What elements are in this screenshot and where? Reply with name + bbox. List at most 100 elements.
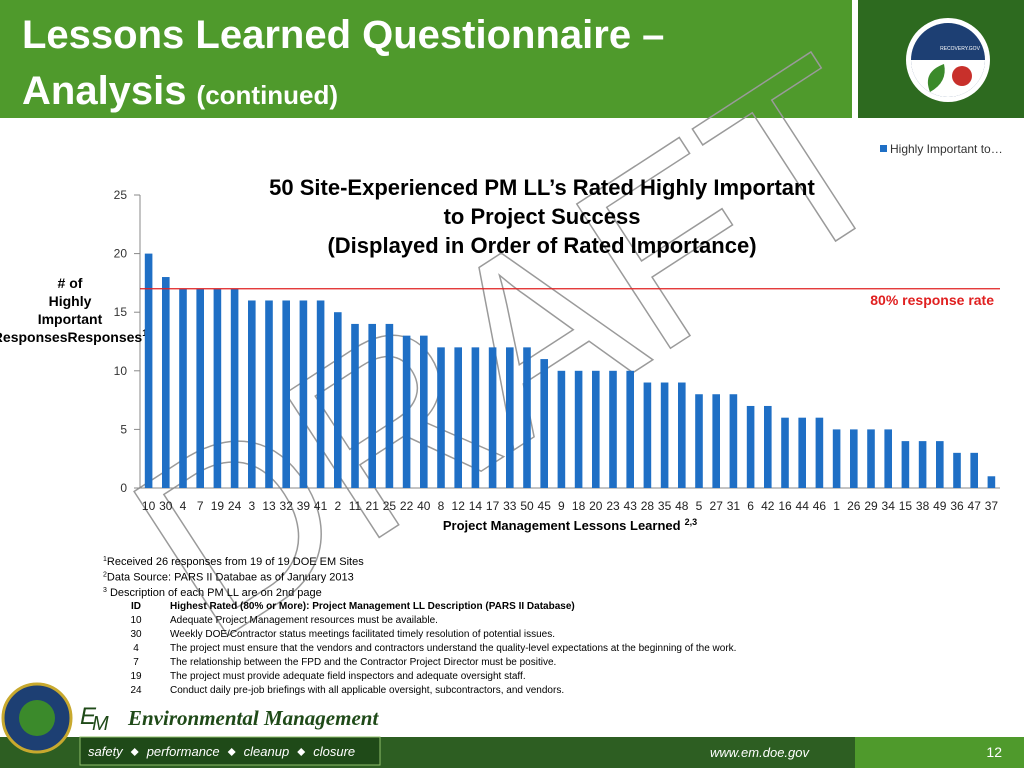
- y-axis-label: Important: [38, 311, 103, 327]
- motto-separator: [297, 748, 306, 756]
- reference-label: 80% response rate: [870, 292, 994, 308]
- x-tick-label: 25: [383, 499, 397, 513]
- bar: [574, 370, 583, 488]
- x-tick-label: 41: [314, 499, 328, 513]
- bar: [970, 452, 978, 488]
- motto-separator: [130, 748, 139, 756]
- bar: [248, 300, 256, 488]
- table-description: Conduct daily pre-job briefings with all…: [170, 685, 564, 696]
- x-tick-label: 44: [796, 499, 810, 513]
- y-tick-label: 15: [114, 305, 128, 319]
- y-axis-label: Highly: [49, 293, 92, 309]
- x-tick-label: 36: [950, 499, 964, 513]
- chart: 50 Site-Experienced PM LL’s Rated Highly…: [0, 142, 1003, 533]
- bar: [832, 429, 841, 488]
- bar: [781, 417, 789, 488]
- x-tick-label: 38: [916, 499, 930, 513]
- chart-title: (Displayed in Order of Rated Importance): [327, 233, 756, 258]
- x-tick-label: 21: [366, 499, 380, 513]
- x-tick-label: 46: [813, 499, 827, 513]
- x-axis-label: Project Management Lessons Learned 2,3: [443, 517, 697, 533]
- table-header: Highest Rated (80% or More): Project Man…: [170, 601, 575, 612]
- bar: [953, 452, 961, 488]
- table-description: The project must ensure that the vendors…: [170, 643, 736, 654]
- y-axis-label: # of: [58, 275, 83, 291]
- y-axis-label-text: Responses: [67, 329, 142, 345]
- x-tick-label: 39: [297, 499, 311, 513]
- x-tick-label: 4: [180, 499, 187, 513]
- x-tick-label: 42: [761, 499, 775, 513]
- motto-word: safety: [88, 744, 124, 759]
- bar: [695, 394, 703, 488]
- x-tick-label: 45: [538, 499, 552, 513]
- chart-title: 50 Site-Experienced PM LL’s Rated Highly…: [269, 175, 815, 200]
- footnote-text: Data Source: PARS II Databae as of Janua…: [107, 572, 354, 584]
- slide-title-suffix: (continued): [197, 80, 339, 110]
- motto-word: closure: [313, 744, 355, 759]
- bar: [660, 382, 669, 488]
- x-tick-label: 29: [864, 499, 878, 513]
- footnote-mark: 2: [103, 572, 107, 579]
- footnote: 3 Description of each PM LL are on 2nd p…: [103, 587, 322, 599]
- bar: [712, 394, 720, 488]
- em-logo-m: M: [92, 713, 109, 735]
- bar: [850, 429, 858, 488]
- y-tick-label: 5: [120, 422, 127, 436]
- footnote-text: Received 26 responses from 19 of 19 DOE …: [107, 556, 364, 568]
- bar: [334, 312, 342, 488]
- motto: safety performance cleanup closure: [88, 744, 355, 759]
- bar: [282, 300, 290, 488]
- table-id: 10: [130, 615, 142, 626]
- x-tick-label: 18: [572, 499, 586, 513]
- bar: [867, 429, 875, 488]
- bar: [884, 429, 892, 488]
- header-band: [0, 0, 852, 118]
- url: www.em.doe.gov: [710, 745, 810, 760]
- y-tick-label: 20: [114, 247, 128, 261]
- x-tick-label: 27: [710, 499, 724, 513]
- slide-title: Lessons Learned Questionnaire –: [22, 13, 664, 57]
- bar: [368, 323, 376, 488]
- x-axis-label-text: Project Management Lessons Learned: [443, 518, 681, 533]
- bar: [609, 370, 617, 488]
- x-tick-label: 12: [452, 499, 466, 513]
- x-tick-label: 24: [228, 499, 242, 513]
- slide-title-main: Analysis: [22, 69, 187, 113]
- bar: [316, 300, 325, 488]
- x-tick-label: 35: [658, 499, 672, 513]
- table-description: The project must provide adequate field …: [170, 671, 526, 682]
- bar: [144, 253, 153, 488]
- x-tick-label: 17: [486, 499, 500, 513]
- x-tick-label: 23: [606, 499, 620, 513]
- bar: [471, 347, 480, 488]
- x-axis-label-note: 2,3: [685, 517, 698, 527]
- x-tick-label: 10: [142, 499, 156, 513]
- legend-swatch: [880, 145, 887, 152]
- x-tick-label: 32: [280, 499, 294, 513]
- table-description: Weekly DOE/Contractor status meetings fa…: [170, 629, 555, 640]
- bar: [265, 300, 273, 488]
- table-id: 4: [133, 643, 139, 654]
- bar: [213, 288, 222, 488]
- x-tick-label: 50: [520, 499, 534, 513]
- x-tick-label: 49: [933, 499, 947, 513]
- x-tick-label: 37: [985, 499, 999, 513]
- bar: [987, 476, 996, 488]
- bar: [196, 288, 204, 488]
- table-id: 30: [130, 629, 142, 640]
- y-tick-label: 25: [114, 188, 128, 202]
- bar: [540, 359, 548, 488]
- x-tick-label: 33: [503, 499, 517, 513]
- x-tick-label: 8: [438, 499, 445, 513]
- footer: E M Environmental Management www.em.doe.…: [0, 682, 1024, 768]
- x-tick-label: 26: [847, 499, 861, 513]
- table-description: Adequate Project Management resources mu…: [170, 615, 438, 626]
- motto-word: performance: [146, 744, 220, 759]
- footnote: 2Data Source: PARS II Databae as of Janu…: [103, 572, 354, 584]
- bar: [764, 405, 772, 488]
- x-tick-label: 15: [899, 499, 913, 513]
- footnote-mark: 1: [103, 556, 107, 563]
- x-tick-label: 28: [641, 499, 655, 513]
- logo-text: RECOVERY.GOV: [940, 46, 980, 52]
